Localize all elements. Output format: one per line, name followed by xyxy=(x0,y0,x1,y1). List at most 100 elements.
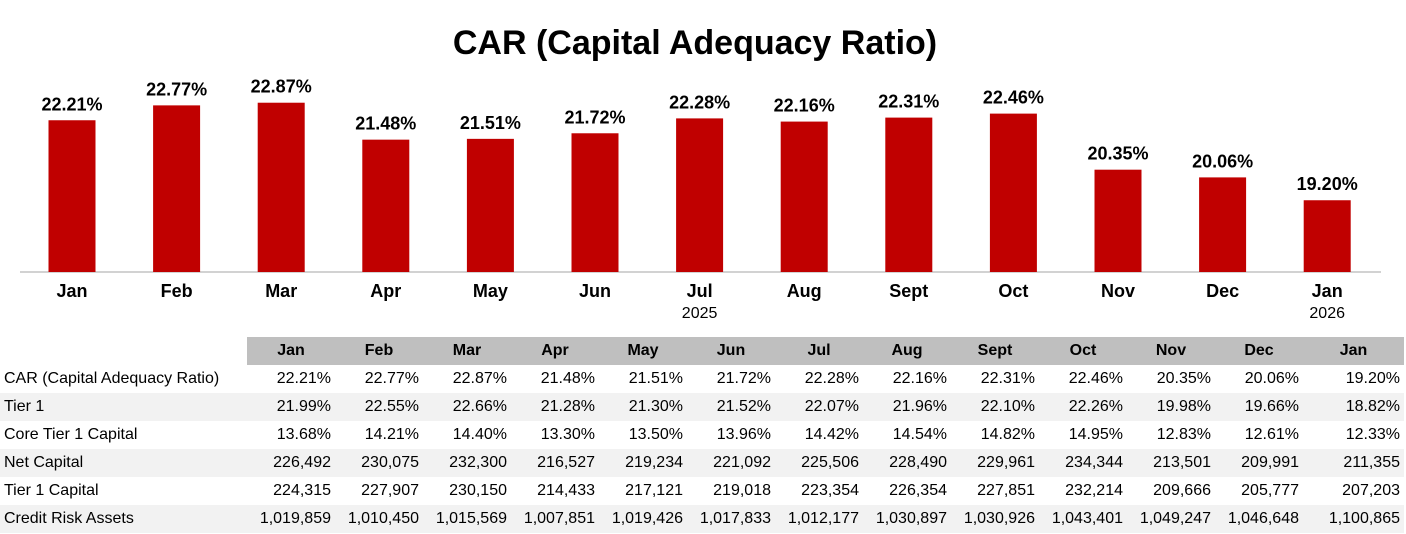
data-label-9: 22.31% xyxy=(878,92,939,112)
table-header-cell: Jan xyxy=(247,337,335,365)
table-cell: 22.26% xyxy=(1039,393,1127,421)
table-cell: 230,075 xyxy=(335,449,423,477)
bar-4 xyxy=(362,139,410,272)
table-cell: 22.46% xyxy=(1068,370,1123,387)
table-cell: 22.55% xyxy=(335,393,423,421)
data-label-13: 19.20% xyxy=(1297,174,1358,194)
bar-1 xyxy=(48,120,96,272)
table-cell: 209,991 xyxy=(1215,449,1303,477)
row-label: Tier 1 xyxy=(0,393,247,421)
bar-11 xyxy=(1094,169,1142,272)
bar-9 xyxy=(885,117,933,272)
table-cell: 14.40% xyxy=(452,426,507,443)
table-row: Tier 1 Capital 224,315 227,907 230,150 214,4… xyxy=(0,477,1404,505)
table-cell: 22.10% xyxy=(951,393,1039,421)
table-cell: 22.16% xyxy=(892,370,947,387)
data-label-6: 21.72% xyxy=(564,107,625,127)
table-header-cell: Nov xyxy=(1127,337,1215,365)
table-cell: 232,300 xyxy=(423,449,511,477)
data-label-11: 20.35% xyxy=(1087,144,1148,164)
data-label-4: 21.48% xyxy=(355,114,416,134)
table-cell: 1,030,897 xyxy=(863,505,951,533)
table-cell: 19.20% xyxy=(1345,370,1400,387)
bar-3 xyxy=(257,102,305,273)
data-label-5: 21.51% xyxy=(460,113,521,133)
table-cell: 19.66% xyxy=(1215,393,1303,421)
data-label-12: 20.06% xyxy=(1192,151,1253,171)
table-row: CAR (Capital Adequacy Ratio) 22.21% 22.77%… xyxy=(0,365,1404,393)
x-tick-label-10: Oct xyxy=(998,281,1028,301)
table-cell: 20.35% xyxy=(1156,370,1211,387)
x-tick-label-12: Dec xyxy=(1206,281,1239,301)
table-cell: 21.52% xyxy=(687,393,775,421)
table-row: Tier 1 21.99% 22.55% 22.66% 21.28% 21.30% 21.5… xyxy=(0,393,1404,421)
table-header-cell: Jan xyxy=(1303,337,1404,365)
data-label-1: 22.21% xyxy=(41,94,102,114)
table-cell: 19.98% xyxy=(1127,393,1215,421)
table-row: Core Tier 1 Capital 13.68% 14.21% 14.40% 13.… xyxy=(0,421,1404,449)
data-label-10: 22.46% xyxy=(983,88,1044,108)
bar-7 xyxy=(676,118,724,272)
table-cell: 1,012,177 xyxy=(775,505,863,533)
table-cell: 21.48% xyxy=(540,370,595,387)
bar-12 xyxy=(1199,177,1247,272)
table-row: Net Capital 226,492 230,075 232,300 216,527 2… xyxy=(0,449,1404,477)
row-label: Core Tier 1 Capital xyxy=(4,426,138,443)
bar-chart: 22.21% Jan 22.77% Feb 22.87% Mar 21.48% Apr 21.5… xyxy=(20,77,1381,322)
table-header-blank xyxy=(0,337,247,365)
year-label-1: 2025 xyxy=(682,305,718,322)
table-cell: 12.83% xyxy=(1156,426,1211,443)
table-cell: 14.95% xyxy=(1068,426,1123,443)
table-cell: 18.82% xyxy=(1303,393,1404,421)
table-header-cell: Jun xyxy=(687,337,775,365)
x-tick-label-3: Mar xyxy=(265,281,297,301)
table-cell: 22.28% xyxy=(804,370,859,387)
table-cell: 225,506 xyxy=(775,449,863,477)
table-cell: 227,851 xyxy=(977,482,1035,499)
table-cell: 228,490 xyxy=(863,449,951,477)
table-cell: 1,043,401 xyxy=(1039,505,1127,533)
table-header-cell: Oct xyxy=(1039,337,1127,365)
table-cell: 214,433 xyxy=(537,482,595,499)
table-cell: 207,203 xyxy=(1342,482,1400,499)
bar-13 xyxy=(1303,200,1351,272)
table-cell: 1,030,926 xyxy=(951,505,1039,533)
table-cell: 1,019,859 xyxy=(247,505,335,533)
table-header-cell: Dec xyxy=(1215,337,1303,365)
data-label-8: 22.16% xyxy=(774,96,835,116)
x-tick-label-6: Jun xyxy=(579,281,611,301)
bar-5 xyxy=(466,138,514,272)
table-cell: 13.30% xyxy=(540,426,595,443)
table-cell: 14.42% xyxy=(804,426,859,443)
table-cell: 22.21% xyxy=(276,370,331,387)
x-tick-label-2: Feb xyxy=(161,281,193,301)
table-cell: 224,315 xyxy=(273,482,331,499)
table-cell: 13.68% xyxy=(276,426,331,443)
table-header-cell: Aug xyxy=(863,337,951,365)
table-header-cell: May xyxy=(599,337,687,365)
bar-6 xyxy=(571,133,619,272)
table-cell: 13.96% xyxy=(716,426,771,443)
table-cell: 232,214 xyxy=(1065,482,1123,499)
table-cell: 219,234 xyxy=(599,449,687,477)
table-cell: 226,492 xyxy=(247,449,335,477)
table-cell: 1,007,851 xyxy=(511,505,599,533)
x-tick-label-11: Nov xyxy=(1101,281,1135,301)
table-cell: 21.72% xyxy=(716,370,771,387)
data-label-3: 22.87% xyxy=(251,77,312,97)
table-cell: 21.28% xyxy=(511,393,599,421)
table-cell: 1,019,426 xyxy=(599,505,687,533)
row-label: CAR (Capital Adequacy Ratio) xyxy=(4,370,220,387)
table-header-cell: Jul xyxy=(775,337,863,365)
x-tick-label-9: Sept xyxy=(889,281,928,301)
x-tick-label-8: Aug xyxy=(787,281,822,301)
x-tick-label-7: Jul xyxy=(687,281,713,301)
table-cell: 205,777 xyxy=(1241,482,1299,499)
table-header-cell: Feb xyxy=(335,337,423,365)
bar-2 xyxy=(153,105,201,272)
chart-title: CAR (Capital Adequacy Ratio) xyxy=(452,24,938,62)
table-cell: 12.61% xyxy=(1244,426,1299,443)
table-cell: 1,100,865 xyxy=(1303,505,1404,533)
bar-10 xyxy=(989,113,1037,272)
table-header-cell: Apr xyxy=(511,337,599,365)
